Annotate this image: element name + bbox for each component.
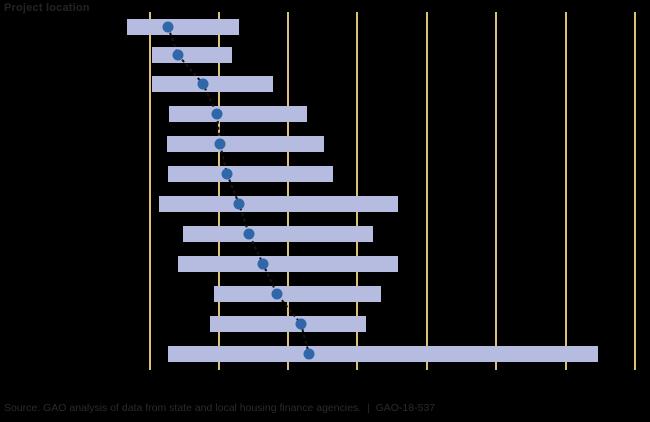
median-dot: [221, 168, 233, 180]
range-bar: [183, 226, 373, 242]
median-dot: [295, 318, 307, 330]
range-bar: [127, 19, 239, 35]
range-bar: [214, 286, 381, 302]
median-dot: [257, 258, 269, 270]
range-bar: [178, 256, 398, 272]
median-dot: [303, 348, 315, 360]
median-dot: [211, 108, 223, 120]
range-bar: [167, 136, 324, 152]
range-bar: [169, 106, 307, 122]
median-dot: [271, 288, 283, 300]
median-dot: [172, 49, 184, 61]
y-axis-title: Project location: [4, 2, 90, 14]
source-note: Source: GAO analysis of data from state …: [4, 402, 436, 414]
median-dot: [162, 21, 174, 33]
median-connector-line: [167, 26, 310, 355]
median-dot: [243, 228, 255, 240]
median-dot: [233, 198, 245, 210]
range-bar: [152, 47, 232, 63]
range-bar: [168, 166, 333, 182]
median-dot: [197, 78, 209, 90]
range-bar: [168, 346, 598, 362]
median-dot: [214, 138, 226, 150]
range-bar-plot: [127, 12, 636, 370]
range-bar: [152, 76, 273, 92]
range-bar: [210, 316, 366, 332]
range-bar: [159, 196, 398, 212]
